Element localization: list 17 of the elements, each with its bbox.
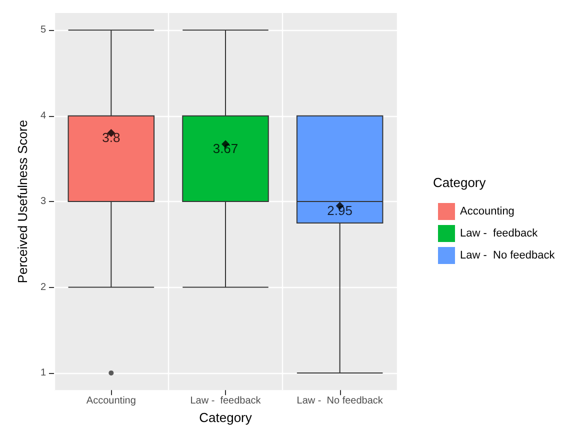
- legend-label: Law - feedback: [460, 228, 538, 240]
- annotation: 3.67: [212, 141, 238, 156]
- x-tick-label: Law - feedback: [190, 396, 262, 407]
- x-axis-title: Category: [199, 410, 252, 425]
- legend-label: Accounting: [460, 206, 514, 218]
- y-axis-title: Perceived Usefulness Score: [15, 120, 30, 284]
- annotation: 3.8: [102, 130, 120, 145]
- x-tick-label: Law - No feedback: [296, 396, 384, 407]
- x-tick-label: Accounting: [86, 396, 136, 407]
- annotation: 2.95: [327, 202, 352, 218]
- y-tick-label: 3: [40, 196, 46, 208]
- legend-title: Category: [433, 175, 486, 190]
- y-tick-label: 5: [40, 24, 46, 36]
- y-tick-label: 2: [40, 282, 46, 293]
- y-tick-label: 1: [40, 367, 46, 378]
- legend-label: Law - No feedback: [460, 250, 556, 262]
- y-tick-label: 4: [40, 110, 46, 122]
